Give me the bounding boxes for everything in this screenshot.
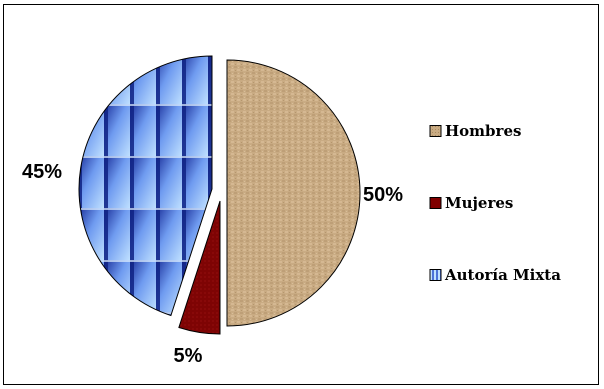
legend-label-hombres: Hombres: [445, 122, 521, 140]
legend-label-autoria-mixta: Autoría Mixta: [444, 266, 561, 284]
pie-label-autoria-mixta: 45%: [22, 161, 62, 183]
pie-label-mujeres: 5%: [174, 345, 203, 367]
pie-label-hombres: 50%: [363, 184, 403, 206]
legend-label-mujeres: Mujeres: [445, 194, 513, 212]
pie-slice-hombres: [226, 59, 361, 327]
pie-slice-autoria-mixta: [78, 55, 213, 317]
pie-slices: [78, 55, 361, 335]
legend-swatch-mujeres: [429, 197, 442, 209]
chart-legend: Hombres Mujeres Autoría Mixta: [429, 122, 561, 284]
pie-percentage-labels: 50% 5% 45%: [22, 161, 403, 367]
pie-slice-mujeres: [178, 200, 221, 335]
legend-swatch-hombres: [429, 125, 442, 137]
legend-swatch-autoria-mixta: [429, 269, 442, 281]
